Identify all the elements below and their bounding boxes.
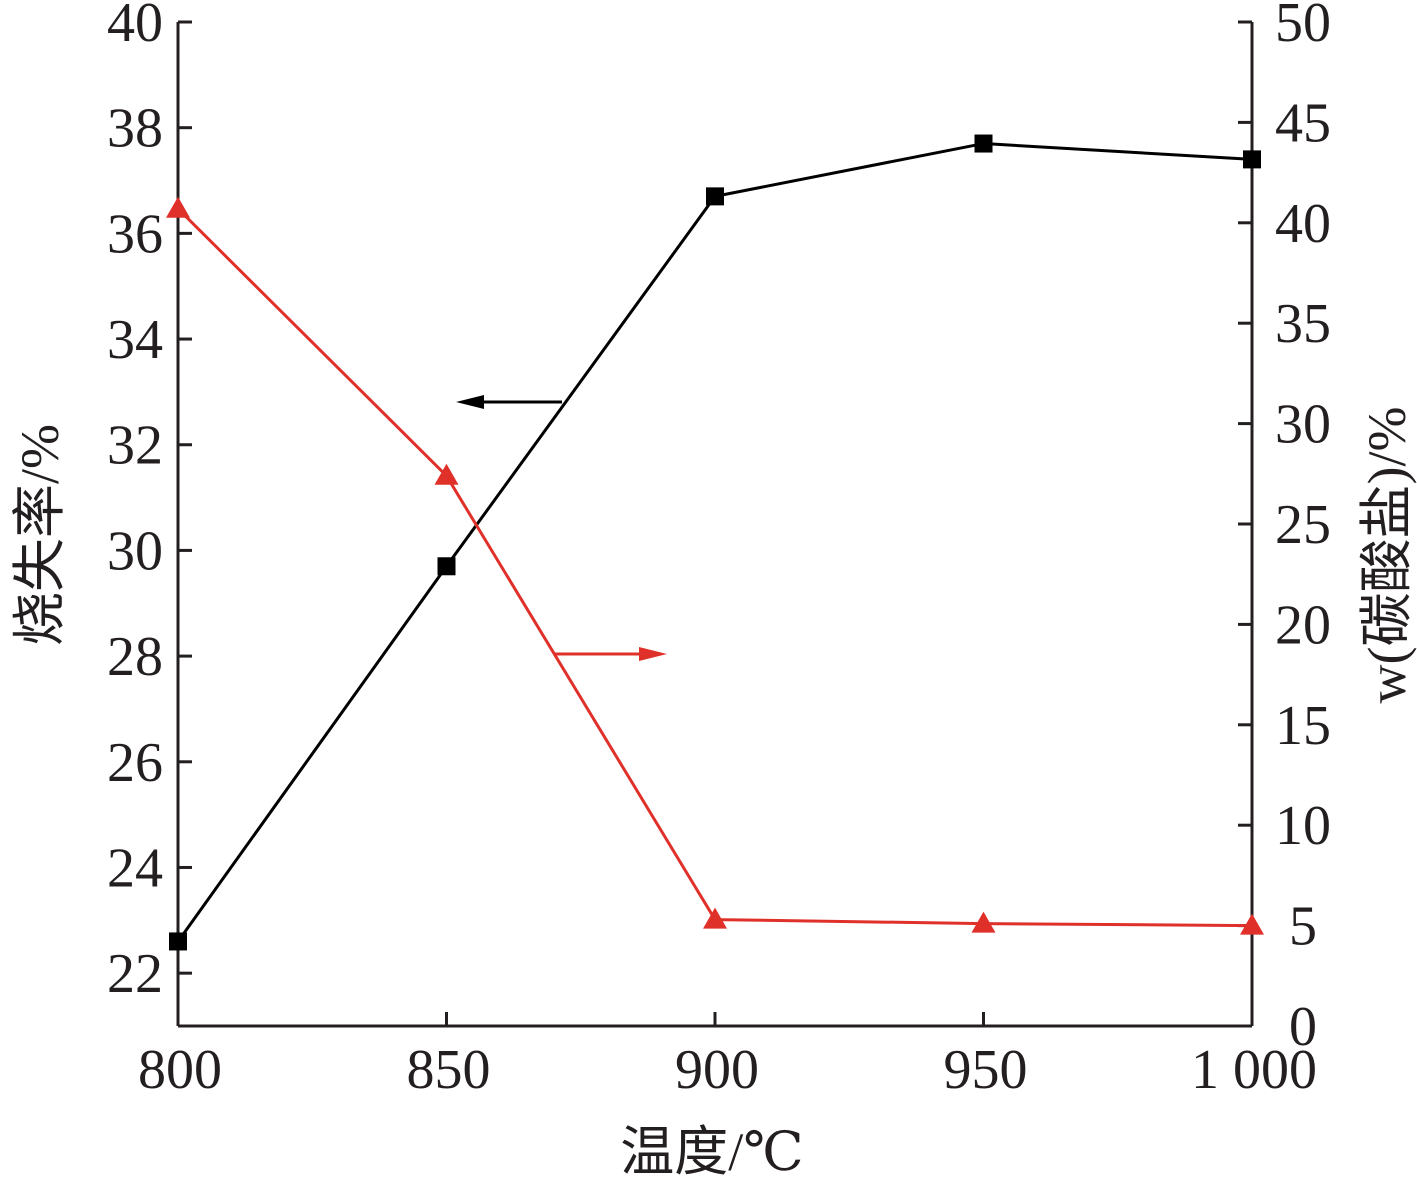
y-left-tick-label: 26	[107, 732, 163, 794]
series-1-line	[176, 207, 1253, 928]
y-left-tick-label: 38	[107, 98, 163, 160]
y-right-tick-label: 30	[1275, 394, 1331, 456]
y-right-tick-label: 25	[1275, 494, 1331, 556]
y-left-tick-label: 24	[107, 837, 163, 899]
y-left-tick-label: 22	[107, 943, 163, 1005]
series-1-point	[166, 196, 190, 218]
y-right-tick-label: 5	[1289, 896, 1317, 958]
series-1-point	[434, 463, 459, 485]
x-axis-title: 温度/℃	[620, 1122, 803, 1181]
y-left-tick-label: 36	[107, 203, 163, 265]
y-right-tick-label: 0	[1289, 996, 1317, 1058]
y-axis-title-right: w(碳酸盐)/%	[1357, 407, 1417, 704]
series-1-point	[703, 907, 727, 929]
y-right-tick-label: 15	[1275, 695, 1331, 757]
x-tick-label: 850	[407, 1039, 491, 1101]
y-left-tick-label: 34	[107, 309, 163, 371]
right-axis-indicator-arrowhead	[639, 647, 667, 661]
y-left-tick-label: 32	[107, 415, 163, 477]
annotations-group	[456, 395, 667, 661]
y-right-tick-label: 20	[1275, 594, 1331, 656]
x-tick-label: 1 000	[1191, 1039, 1317, 1101]
y-left-tick-label: 30	[107, 520, 163, 582]
y-left-tick-label: 40	[107, 0, 163, 54]
y-right-tick-label: 40	[1275, 193, 1331, 255]
series-0-point	[706, 187, 724, 206]
series-0-point	[437, 557, 456, 576]
left-axis-indicator-arrowhead	[456, 395, 484, 409]
y-right-tick-label: 50	[1275, 0, 1331, 54]
x-tick-label: 950	[944, 1039, 1028, 1101]
series-1-point	[971, 911, 996, 933]
series-0-point	[974, 134, 993, 153]
y-left-tick-label: 28	[107, 626, 163, 688]
y-right-tick-label: 45	[1275, 92, 1331, 154]
series-0-point	[169, 932, 187, 951]
series-group	[166, 134, 1264, 951]
ticks-group: 800 850 900 950 1 000 22 24 26 28 30 32 34 36 38 40 0 5 1…	[107, 0, 1331, 1101]
x-tick-label: 800	[138, 1039, 222, 1101]
series-0-line	[176, 142, 1253, 943]
y-right-tick-label: 10	[1275, 795, 1331, 857]
y-axis-title-left: 烧失率/%	[10, 424, 70, 646]
x-tick-label: 900	[675, 1039, 759, 1101]
series-0-point	[1243, 150, 1261, 169]
series-1-point	[1240, 913, 1264, 935]
y-right-tick-label: 35	[1275, 293, 1331, 355]
axes-group	[176, 22, 1254, 1028]
